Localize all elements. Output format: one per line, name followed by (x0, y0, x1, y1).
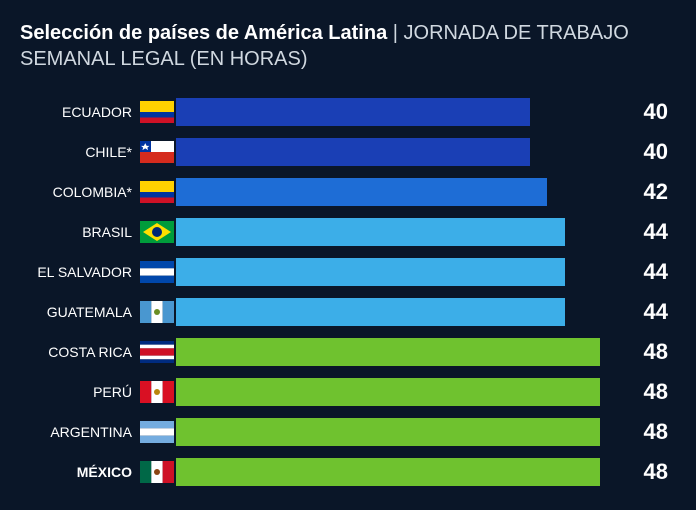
flag-icon (140, 101, 174, 123)
bar-fill (176, 298, 565, 326)
bar-fill (176, 258, 565, 286)
chart-container: Selección de países de América Latina | … (0, 0, 696, 508)
bar-track (176, 178, 618, 206)
country-label: COSTA RICA (20, 344, 140, 360)
country-label: BRASIL (20, 224, 140, 240)
bar-value: 48 (618, 419, 668, 445)
flag-icon (140, 181, 174, 203)
flag-icon (140, 221, 174, 243)
bar-fill (176, 218, 565, 246)
bar-track (176, 338, 618, 366)
bar-track (176, 138, 618, 166)
bar-value: 42 (618, 179, 668, 205)
bar-track (176, 98, 618, 126)
chart-row: ARGENTINA 48 (20, 416, 668, 448)
chart-title: Selección de países de América Latina | … (20, 20, 668, 72)
country-label: ARGENTINA (20, 424, 140, 440)
title-separator: | (387, 22, 403, 44)
bar-fill (176, 338, 600, 366)
bar-fill (176, 138, 530, 166)
bar-value: 44 (618, 299, 668, 325)
flag-icon (140, 141, 174, 163)
flag-icon (140, 461, 174, 483)
chart-row: PERÚ 48 (20, 376, 668, 408)
country-label: EL SALVADOR (20, 264, 140, 280)
bar-track (176, 298, 618, 326)
flag-icon (140, 421, 174, 443)
bar-value: 44 (618, 259, 668, 285)
flag-icon (140, 341, 174, 363)
chart-row: ECUADOR 40 (20, 96, 668, 128)
chart-row: MÉXICO 48 (20, 456, 668, 488)
bar-fill (176, 418, 600, 446)
bar-value: 40 (618, 99, 668, 125)
bar-track (176, 258, 618, 286)
flag-icon (140, 301, 174, 323)
country-label: COLOMBIA* (20, 184, 140, 200)
country-label: MÉXICO (20, 464, 140, 480)
bar-value: 48 (618, 379, 668, 405)
country-label: ECUADOR (20, 104, 140, 120)
bar-track (176, 458, 618, 486)
chart-row: GUATEMALA 44 (20, 296, 668, 328)
bar-fill (176, 178, 547, 206)
bar-fill (176, 378, 600, 406)
chart-row: BRASIL 44 (20, 216, 668, 248)
chart-row: COSTA RICA 48 (20, 336, 668, 368)
chart-row: CHILE* 40 (20, 136, 668, 168)
bar-track (176, 378, 618, 406)
title-bold: Selección de países de América Latina (20, 22, 387, 44)
bar-value: 48 (618, 339, 668, 365)
bar-value: 48 (618, 459, 668, 485)
flag-icon (140, 261, 174, 283)
bar-value: 44 (618, 219, 668, 245)
country-label: PERÚ (20, 384, 140, 400)
chart-row: COLOMBIA* 42 (20, 176, 668, 208)
bar-track (176, 418, 618, 446)
bar-value: 40 (618, 139, 668, 165)
bar-fill (176, 98, 530, 126)
bar-track (176, 218, 618, 246)
flag-icon (140, 381, 174, 403)
bar-chart: ECUADOR 40 CHILE* 40 COLOMBIA* 42 BRASIL (20, 96, 668, 488)
bar-fill (176, 458, 600, 486)
chart-row: EL SALVADOR 44 (20, 256, 668, 288)
country-label: GUATEMALA (20, 304, 140, 320)
country-label: CHILE* (20, 144, 140, 160)
